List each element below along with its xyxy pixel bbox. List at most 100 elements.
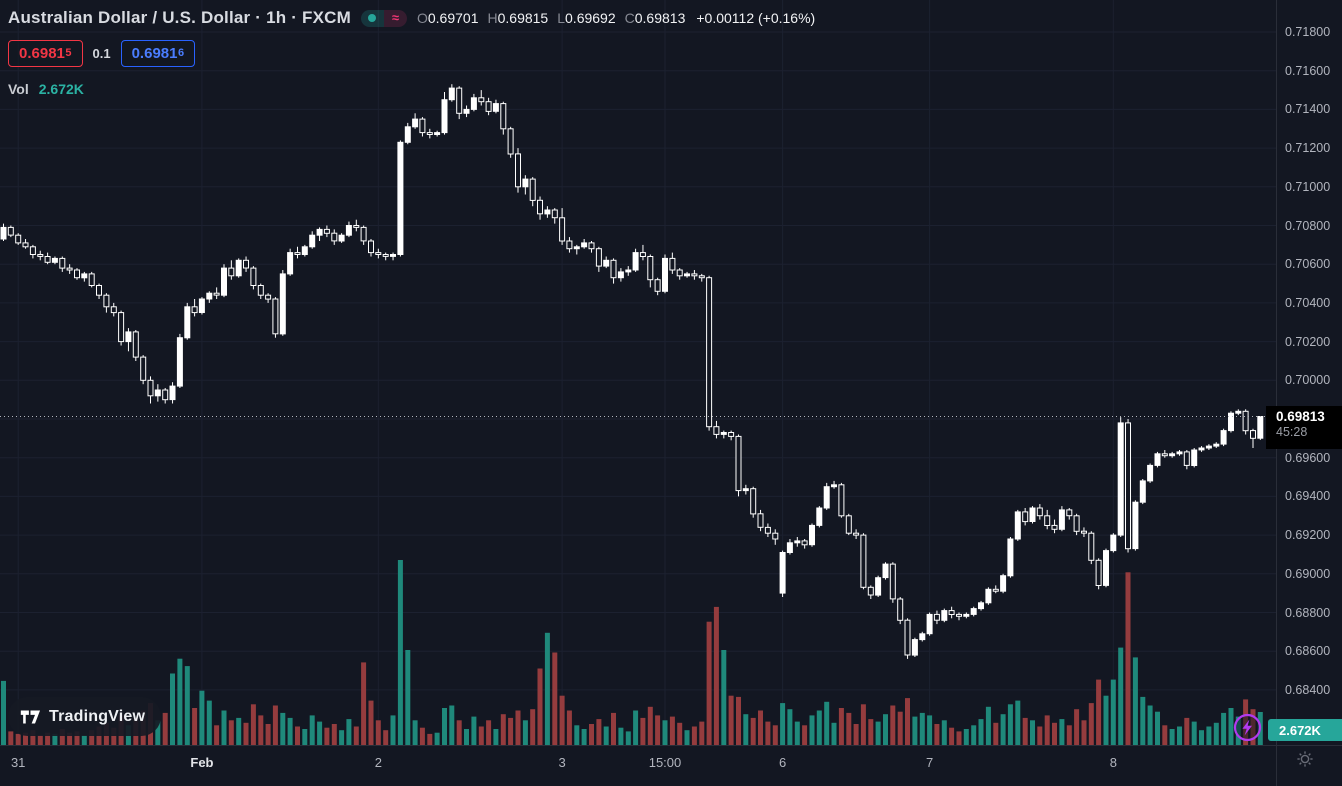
volume-bar bbox=[1088, 703, 1094, 745]
volume-bar bbox=[1103, 695, 1109, 745]
volume-bar bbox=[339, 730, 345, 745]
candle-down bbox=[132, 331, 139, 358]
candle-down bbox=[368, 240, 374, 254]
candle-up bbox=[662, 257, 668, 292]
candle-down bbox=[897, 598, 904, 621]
candle-down bbox=[551, 209, 558, 219]
volume-bar bbox=[1177, 726, 1182, 745]
price-tick-label: 0.70600 bbox=[1285, 257, 1331, 272]
time-tick-label: 31 bbox=[10, 755, 26, 770]
price-tick-label: 0.70200 bbox=[1285, 334, 1331, 349]
price-tick-label: 0.70000 bbox=[1285, 373, 1331, 388]
candle-up bbox=[154, 389, 161, 397]
price-tick-label: 0.69000 bbox=[1285, 566, 1331, 581]
candle-down bbox=[1036, 507, 1043, 517]
volume-bar bbox=[30, 730, 36, 745]
tradingview-logo[interactable]: TradingView bbox=[8, 697, 162, 736]
candle-down bbox=[889, 563, 896, 600]
volume-bar bbox=[596, 719, 602, 745]
price-tick-label: 0.68400 bbox=[1285, 682, 1331, 697]
volume-bar bbox=[228, 720, 234, 745]
spread-value: 0.1 bbox=[92, 46, 111, 61]
volume-bar bbox=[662, 720, 668, 745]
volume-bar bbox=[59, 729, 65, 745]
price-tick-label: 0.69400 bbox=[1285, 489, 1331, 504]
volume-bar bbox=[383, 730, 389, 745]
volume-bar bbox=[978, 719, 984, 745]
volume-bar bbox=[449, 705, 455, 745]
bid-price-button[interactable]: 0.6981 5 bbox=[8, 40, 83, 67]
candle-down bbox=[647, 256, 654, 281]
instant-trade-button[interactable] bbox=[1233, 713, 1262, 742]
axis-settings-button[interactable] bbox=[1294, 748, 1316, 770]
volume-bar bbox=[860, 704, 866, 745]
volume-bar bbox=[1228, 708, 1234, 745]
volume-bar bbox=[500, 714, 506, 745]
volume-bar bbox=[1096, 679, 1102, 745]
candle-down bbox=[507, 128, 514, 155]
time-tick-label: 2 bbox=[374, 755, 382, 770]
volume-bar bbox=[552, 652, 558, 745]
market-open-indicator bbox=[360, 9, 384, 27]
volume-value: 2.672K bbox=[38, 81, 84, 97]
market-open-dot-icon bbox=[368, 14, 377, 22]
candle-down bbox=[1161, 453, 1168, 457]
ask-price-button[interactable]: 0.6981 6 bbox=[120, 40, 196, 67]
candle-up bbox=[1103, 550, 1109, 586]
candle-down bbox=[566, 240, 573, 250]
candle-down bbox=[1095, 559, 1102, 586]
volume-bar bbox=[1022, 717, 1028, 745]
ohlc-readout: O0.69701 H0.69815 L0.69692 C0.69813 +0.00112… bbox=[417, 10, 815, 26]
candle-down bbox=[639, 252, 646, 258]
candle-up bbox=[198, 298, 205, 313]
candle-down bbox=[713, 426, 720, 435]
volume-bar bbox=[464, 729, 469, 745]
volume-bar bbox=[971, 725, 977, 745]
candle-up bbox=[1213, 443, 1220, 447]
volume-bar bbox=[566, 710, 572, 745]
volume-bar bbox=[368, 700, 374, 745]
price-axis[interactable]: 0.69813 45:28 2.672K 0.71800 0.71600 0.714… bbox=[1266, 0, 1342, 745]
candle-down bbox=[353, 225, 360, 228]
candle-down bbox=[456, 87, 463, 114]
time-axis[interactable]: 31 Feb 2 3 15:00 6 7 8 bbox=[0, 745, 1342, 786]
volume-bar bbox=[23, 732, 28, 745]
volume-bar bbox=[1066, 725, 1072, 745]
bar-countdown: 45:28 bbox=[1276, 425, 1308, 439]
volume-bar bbox=[868, 719, 874, 745]
volume-bar bbox=[927, 715, 933, 745]
volume-bar bbox=[52, 733, 58, 745]
volume-bar bbox=[493, 729, 499, 745]
candle-down bbox=[103, 294, 110, 308]
candle-up bbox=[345, 225, 352, 236]
candle-down bbox=[706, 277, 713, 428]
candle-down bbox=[853, 532, 860, 536]
candle-up bbox=[970, 608, 977, 615]
candle-down bbox=[750, 488, 757, 515]
market-status-pill[interactable]: ≈ bbox=[360, 9, 407, 27]
tradingview-mark-icon bbox=[20, 710, 41, 723]
candle-up bbox=[492, 103, 499, 112]
volume-bar bbox=[353, 726, 359, 745]
candle-up bbox=[434, 132, 441, 136]
volume-bar bbox=[302, 729, 308, 745]
volume-bar bbox=[890, 705, 896, 745]
volume-bar bbox=[802, 725, 808, 745]
time-tick-label: 7 bbox=[925, 755, 934, 770]
volume-bar bbox=[397, 560, 403, 745]
candle-up bbox=[1139, 480, 1146, 503]
candle-down bbox=[1066, 509, 1073, 517]
candle-up bbox=[51, 257, 58, 263]
volume-bar bbox=[515, 710, 521, 745]
candle-up bbox=[1220, 430, 1227, 445]
volume-bar bbox=[346, 719, 352, 745]
candle-down bbox=[860, 534, 867, 588]
candle-down bbox=[676, 269, 683, 277]
volume-legend: Vol 2.672K bbox=[8, 81, 84, 97]
volume-bar bbox=[728, 695, 734, 745]
candle-down bbox=[15, 234, 22, 244]
volume-bar bbox=[956, 731, 962, 745]
current-price-label[interactable]: 0.69813 45:28 bbox=[1266, 406, 1342, 449]
volume-bar bbox=[611, 712, 616, 745]
